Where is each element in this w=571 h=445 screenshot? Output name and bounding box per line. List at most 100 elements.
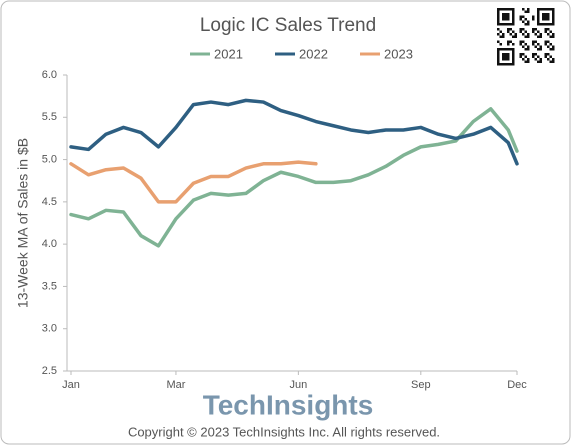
qr-cell — [519, 55, 522, 58]
qr-cell — [534, 53, 537, 56]
qr-cell — [502, 13, 505, 16]
chart-title: Logic IC Sales Trend — [200, 15, 376, 36]
qr-cell — [549, 43, 552, 46]
qr-cell — [522, 20, 525, 23]
qr-cell — [537, 48, 540, 51]
qr-cell — [502, 23, 505, 26]
qr-cell — [534, 58, 537, 61]
qr-cell — [497, 60, 500, 63]
qr-cell — [524, 43, 527, 46]
qr-cell — [512, 18, 515, 21]
qr-cell — [507, 55, 510, 58]
qr-cell — [497, 20, 500, 23]
qr-cell — [552, 45, 555, 48]
legend-label: 2021 — [214, 46, 243, 61]
qr-cell — [509, 40, 512, 43]
x-tick-label: Mar — [166, 379, 185, 391]
qr-cell — [552, 8, 555, 11]
qr-cell — [499, 23, 502, 26]
qr-cell — [539, 33, 542, 36]
qr-cell — [539, 48, 542, 51]
qr-cell — [514, 33, 517, 36]
x-tick-label: Sep — [411, 379, 431, 391]
qr-cell — [509, 23, 512, 26]
qr-cell — [507, 40, 510, 43]
qr-cell — [504, 53, 507, 56]
qr-cell — [507, 43, 510, 46]
qr-cell — [537, 55, 540, 58]
qr-cell — [502, 53, 505, 56]
qr-cell — [537, 8, 540, 11]
qr-cell — [524, 48, 527, 51]
qr-cell — [512, 50, 515, 53]
qr-cell — [527, 45, 530, 48]
qr-cell — [552, 60, 555, 63]
qr-cell — [544, 40, 547, 43]
qr-cell — [512, 15, 515, 18]
qr-cell — [547, 23, 550, 26]
qr-cell — [549, 35, 552, 38]
qr-cell — [519, 53, 522, 56]
qr-cell — [544, 23, 547, 26]
qr-cell — [544, 53, 547, 56]
legend-label: 2022 — [299, 46, 328, 61]
qr-cell — [527, 48, 530, 51]
x-tick-label: Jun — [289, 379, 307, 391]
qr-cell — [537, 15, 540, 18]
qr-cell — [532, 28, 535, 31]
logo: TechInsights — [203, 389, 374, 420]
qr-cell — [509, 33, 512, 36]
qr-cell — [507, 13, 510, 16]
y-tick-label: 6.0 — [42, 69, 57, 81]
qr-cell — [502, 15, 505, 18]
qr-cell — [504, 8, 507, 11]
qr-cell — [507, 18, 510, 21]
qr-cell — [504, 48, 507, 51]
qr-cell — [512, 8, 515, 11]
qr-cell — [497, 18, 500, 21]
qr-cell — [549, 30, 552, 33]
qr-cell — [512, 35, 515, 38]
qr-cell — [527, 8, 530, 11]
qr-cell — [497, 53, 500, 56]
qr-cell — [524, 10, 527, 13]
qr-cell — [544, 43, 547, 46]
qr-cell — [547, 28, 550, 31]
y-tick-label: 3.0 — [42, 323, 57, 335]
qr-cell — [544, 30, 547, 33]
qr-cell — [539, 60, 542, 63]
qr-cell — [552, 58, 555, 61]
qr-cell — [549, 60, 552, 63]
qr-cell — [537, 18, 540, 21]
series-line — [69, 107, 519, 248]
qr-cell — [542, 23, 545, 26]
qr-cell — [552, 13, 555, 16]
x-tick-label: Jan — [62, 379, 80, 391]
qr-cell — [552, 15, 555, 18]
qr-cell — [502, 18, 505, 21]
qr-cell — [524, 55, 527, 58]
qr-cell — [497, 8, 500, 11]
qr-cell — [504, 23, 507, 26]
qr-cell — [547, 53, 550, 56]
qr-cell — [497, 23, 500, 26]
qr-cell — [539, 23, 542, 26]
qr-cell — [552, 23, 555, 26]
qr-cell — [519, 43, 522, 46]
qr-cell — [544, 8, 547, 11]
qr-cell — [524, 18, 527, 21]
qr-cell — [497, 40, 500, 43]
qr-cell — [504, 13, 507, 16]
qr-cell — [499, 8, 502, 11]
qr-cell — [522, 28, 525, 31]
qr-cell — [532, 55, 535, 58]
qr-cell — [537, 60, 540, 63]
qr-cell — [504, 58, 507, 61]
qr-cell — [509, 8, 512, 11]
qr-cell — [532, 53, 535, 56]
qr-cell — [547, 58, 550, 61]
qr-cell — [532, 15, 535, 18]
qr-cell — [507, 23, 510, 26]
qr-cell — [537, 43, 540, 46]
qr-cell — [519, 18, 522, 21]
